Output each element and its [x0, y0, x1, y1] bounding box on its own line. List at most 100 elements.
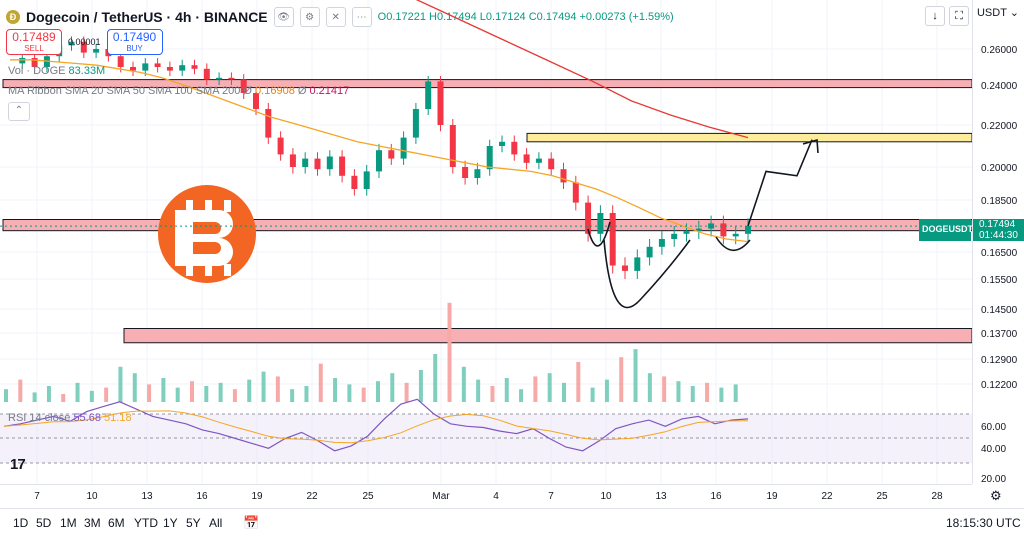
volume-bar — [75, 382, 80, 402]
timeframe-all[interactable]: All — [209, 516, 223, 530]
volume-bar — [662, 376, 667, 402]
logo-bar — [205, 264, 212, 276]
time-tick-label: 16 — [196, 491, 208, 502]
rsi-ma-value: 51.18 — [104, 412, 132, 424]
volume-bar — [361, 387, 366, 402]
currency-selector[interactable]: USDT ⌄ — [976, 7, 1020, 19]
candle-body — [732, 233, 739, 237]
last-price-label: 0.17494 01:44:30 — [973, 219, 1024, 241]
candle-body — [80, 41, 87, 53]
time-axis[interactable]: 7 10 13 16 19 22 25 Mar 4 7 10 13 16 19 22 25 28 — [0, 484, 972, 509]
price-tick-label: 0.12200 — [981, 380, 1018, 391]
download-icon[interactable]: ↓ — [925, 6, 945, 26]
timeframe-1y[interactable]: 1Y — [163, 516, 178, 530]
candle-body — [351, 175, 358, 189]
ma-value-2: 0.16908 — [255, 85, 295, 97]
axis-settings-icon[interactable]: ⚙ — [990, 488, 1002, 503]
volume-bar — [89, 390, 94, 402]
volume-bar — [461, 366, 466, 402]
price-tick-label: 0.26000 — [981, 45, 1018, 56]
volume-bar — [604, 379, 609, 402]
volume-legend[interactable]: Vol · DOGE 83.33M — [8, 65, 105, 77]
rsi-value: 55.68 — [73, 412, 101, 424]
volume-bar — [204, 386, 209, 402]
volume-bar — [247, 379, 252, 402]
price-tick-label: 0.14500 — [981, 305, 1018, 316]
volume-bar — [490, 386, 495, 402]
sma-short-line — [10, 59, 749, 243]
settings-icon[interactable]: ⚙ — [299, 7, 320, 27]
zone-support-3 — [123, 328, 973, 344]
ohlc-values: O0.17221 H0.17494 L0.17124 C0.17494 +0.0… — [377, 11, 674, 23]
volume-bar — [61, 394, 66, 402]
candle-body — [289, 154, 296, 167]
timeframe-5y[interactable]: 5Y — [186, 516, 201, 530]
utc-clock[interactable]: 18:15:30 UTC — [946, 516, 1021, 530]
timeframe-5d[interactable]: 5D — [36, 516, 52, 530]
candle-body — [609, 213, 616, 266]
price-chart[interactable] — [0, 0, 973, 484]
eye-icon[interactable]: 👁 — [273, 7, 294, 27]
top-right-tools: ↓ ⛶ — [925, 6, 969, 26]
rsi-tick-label: 40.00 — [981, 444, 1006, 455]
volume-bar — [562, 382, 566, 402]
sell-button[interactable]: 0.17489 SELL — [6, 29, 62, 55]
volume-bar — [519, 389, 524, 402]
fullscreen-icon[interactable]: ⛶ — [949, 6, 969, 26]
volume-bar — [705, 382, 710, 402]
volume-bar — [418, 370, 423, 402]
candle-body — [597, 213, 604, 234]
price-axis[interactable]: 0.26000 0.24000 0.22000 0.20000 0.18500 0.165… — [972, 0, 1024, 485]
price-tick-label: 0.20000 — [981, 163, 1018, 174]
volume-bar — [318, 363, 323, 402]
candle-body — [720, 223, 727, 237]
volume-bar — [304, 386, 309, 402]
volume-bar — [175, 387, 180, 402]
volume-bar — [4, 389, 8, 402]
candle-body — [511, 141, 518, 155]
sell-price: 0.17489 — [12, 30, 56, 44]
candle-body — [695, 228, 702, 232]
ma-value-4: 0.21417 — [309, 85, 350, 97]
timeframe-ytd[interactable]: YTD — [134, 516, 158, 530]
symbol-price-tag: DOGEUSDT — [919, 219, 974, 241]
price-tick-label: 0.12900 — [981, 355, 1018, 366]
candle-body — [388, 150, 395, 159]
logo-bar — [186, 264, 193, 276]
candle-body — [499, 141, 505, 146]
candle-body — [449, 125, 456, 167]
projection-arrowhead — [802, 138, 819, 154]
rsi-legend[interactable]: RSI 14 close 55.68 51.18 — [8, 412, 132, 424]
price-tick-label: 0.22000 — [981, 121, 1018, 132]
dogecoin-icon: Ð — [6, 10, 20, 24]
symbol-header: Ð Dogecoin / TetherUS · 4h · BINANCE 👁 ⚙… — [6, 7, 674, 27]
time-tick-label: 25 — [876, 491, 888, 502]
date-range-calendar-icon[interactable]: 📅 — [243, 515, 260, 530]
candle-body — [572, 182, 579, 203]
candle-body — [671, 233, 678, 239]
volume-bar — [104, 387, 109, 402]
rsi-label: RSI 14 close — [8, 412, 71, 424]
timeframe-6m[interactable]: 6M — [108, 516, 125, 530]
price-tag-symbol: DOGEUSDT — [922, 224, 974, 234]
candle-body — [462, 167, 469, 178]
time-tick-label: 7 — [548, 491, 554, 502]
symbol-title[interactable]: Dogecoin / TetherUS · 4h · BINANCE — [26, 9, 268, 25]
more-icon[interactable]: ⋯ — [351, 7, 372, 27]
collapse-legend-button[interactable]: ⌃ — [8, 102, 30, 121]
candle-body — [166, 67, 173, 71]
buy-button[interactable]: 0.17490 BUY — [106, 29, 163, 55]
volume-bar — [376, 381, 380, 402]
volume-bar — [132, 373, 137, 402]
price-axis-ticks: 0.26000 0.24000 0.22000 0.20000 0.18500 0.165… — [981, 45, 1018, 485]
close-icon[interactable]: ✕ — [325, 7, 346, 27]
ma-ribbon-legend[interactable]: MA Ribbon SMA 20 SMA 50 SMA 100 SMA 200 … — [8, 85, 349, 97]
volume-bar — [404, 382, 409, 402]
timeframe-3m[interactable]: 3M — [84, 516, 101, 530]
price-tick-label: 0.15500 — [981, 275, 1018, 286]
timeframe-1m[interactable]: 1M — [60, 516, 77, 530]
timeframe-1d[interactable]: 1D — [13, 516, 29, 530]
chart-area[interactable] — [0, 0, 973, 484]
candle-body — [191, 65, 198, 69]
time-tick-label: 10 — [600, 491, 612, 502]
